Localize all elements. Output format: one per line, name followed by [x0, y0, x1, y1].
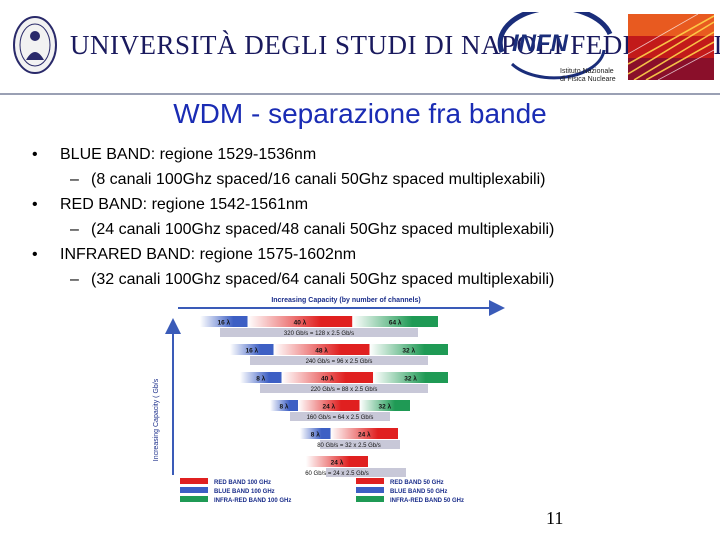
sub-bullet-item: – (8 canali 100Ghz spaced/16 canali 50Gh… — [30, 171, 710, 196]
band-segment-red — [298, 400, 360, 411]
band-segment-blue — [240, 372, 282, 383]
bullet-dot: • — [32, 246, 38, 263]
band-capacity-figure: Increasing Capacity (by number of channe… — [153, 297, 505, 504]
channel-count-label: 16 λ — [245, 347, 258, 355]
optical-fiber-photo — [628, 14, 714, 80]
legend-label: INFRA-RED BAND 100 GHz — [214, 498, 291, 504]
page-number: 11 — [546, 508, 564, 528]
university-name: UNIVERSITÀ DEGLI STUDI DI NAPOLI FEDERIC… — [70, 30, 720, 60]
capacity-caption: 160 Gb/s = 64 x 2.5 Gb/s — [307, 415, 374, 421]
capacity-caption-bar — [290, 412, 390, 421]
slide-title: WDM - separazione fra bande — [173, 98, 547, 129]
header-divider — [0, 93, 720, 95]
capacity-caption-bar — [260, 384, 428, 393]
capacity-caption: 60 Gb/s = 24 x 2.5 Gb/s — [305, 471, 369, 477]
channel-count-label: 64 λ — [389, 319, 402, 327]
band-segment-red — [306, 456, 368, 467]
legend-swatch-green — [180, 496, 208, 502]
channel-count-label: 40 λ — [321, 375, 334, 383]
channel-count-label: 16 λ — [217, 319, 230, 327]
channel-count-label: 40 λ — [294, 319, 307, 327]
band-segment-green — [369, 344, 448, 355]
sub-bullet-dash: – — [70, 221, 79, 238]
sub-bullet-text: (8 canali 100Ghz spaced/16 canali 50Ghz … — [91, 171, 546, 188]
channel-count-label: 24 λ — [358, 431, 371, 439]
band-segment-red — [247, 316, 353, 327]
bullet-item: • BLUE BAND: regione 1529-1536nm — [30, 146, 710, 171]
bullet-text: BLUE BAND: regione 1529-1536nm — [60, 146, 317, 163]
legend-label: RED BAND 100 GHz — [214, 480, 271, 486]
infn-subtitle-line: Istituto Nazionale — [560, 68, 614, 75]
sub-bullet-item: – (24 canali 100Ghz spaced/48 canali 50G… — [30, 221, 710, 246]
figure-side-title: Increasing Capacity ( Gb/s — [153, 378, 160, 461]
figure-top-title: Increasing Capacity (by number of channe… — [271, 297, 420, 304]
capacity-caption-bar — [250, 356, 428, 365]
sub-bullet-text: (32 canali 100Ghz spaced/64 canali 50Ghz… — [91, 271, 555, 288]
band-segment-blue — [230, 344, 274, 355]
band-segment-green — [359, 400, 410, 411]
channel-count-label: 24 λ — [322, 403, 335, 411]
capacity-caption: 220 Gb/s = 88 x 2.5 Gb/s — [311, 387, 378, 393]
channel-count-label: 8 λ — [311, 431, 320, 439]
channel-count-label: 48 λ — [315, 347, 328, 355]
bullet-list: • BLUE BAND: regione 1529-1536nm – (8 ca… — [30, 146, 710, 296]
legend-label: BLUE BAND 50 GHz — [390, 489, 447, 495]
legend-swatch-blue — [356, 487, 384, 493]
band-segment-green — [373, 372, 448, 383]
bullet-text: INFRARED BAND: regione 1575-1602nm — [60, 246, 357, 263]
band-segment-blue — [270, 400, 298, 411]
channel-count-label: 32 λ — [404, 375, 417, 383]
legend-swatch-red — [180, 478, 208, 484]
channel-count-label: 8 λ — [279, 403, 288, 411]
band-segment-blue — [300, 428, 331, 439]
channel-count-label: 24 λ — [331, 459, 344, 467]
legend-label: RED BAND 50 GHz — [390, 480, 444, 486]
channel-count-label: 32 λ — [402, 347, 415, 355]
sub-bullet-text: (24 canali 100Ghz spaced/48 canali 50Ghz… — [91, 221, 555, 238]
bullet-dot: • — [32, 146, 38, 163]
capacity-caption: 240 Gb/s = 96 x 2.5 Gb/s — [306, 359, 373, 365]
capacity-caption-bar — [320, 440, 400, 449]
channel-count-label: 32 λ — [378, 403, 391, 411]
sub-bullet-dash: – — [70, 271, 79, 288]
infn-subtitle: Istituto Nazionale di Fisica Nucleare — [560, 68, 616, 84]
channel-count-label: 8 λ — [256, 375, 265, 383]
capacity-caption-bar — [326, 468, 406, 477]
sub-bullet-dash: – — [70, 171, 79, 188]
bullet-dot: • — [32, 196, 38, 213]
legend-swatch-green — [356, 496, 384, 502]
slide-header: UNIVERSITÀ DEGLI STUDI DI NAPOLI FEDERIC… — [0, 0, 720, 95]
band-segment-green — [352, 316, 438, 327]
infn-logo-icon — [497, 12, 613, 80]
bullet-text: RED BAND: regione 1542-1561nm — [60, 196, 309, 213]
university-seal-icon — [13, 16, 57, 74]
band-segment-blue — [200, 316, 248, 327]
legend-label: INFRA-RED BAND 50 GHz — [390, 498, 464, 504]
sub-bullet-item: – (32 canali 100Ghz spaced/64 canali 50G… — [30, 271, 710, 296]
band-segment-red — [273, 344, 370, 355]
capacity-caption-bar — [220, 328, 418, 337]
legend-label: BLUE BAND 100 GHz — [214, 489, 275, 495]
bullet-item: • INFRARED BAND: regione 1575-1602nm — [30, 246, 710, 271]
infn-logo-text: INFN — [512, 30, 568, 57]
bullet-item: • RED BAND: regione 1542-1561nm — [30, 196, 710, 221]
band-segment-red — [281, 372, 374, 383]
capacity-caption: 320 Gb/s = 128 x 2.5 Gb/s — [284, 331, 354, 337]
band-segment-red — [330, 428, 398, 439]
capacity-caption: 80 Gb/s = 32 x 2.5 Gb/s — [317, 443, 381, 449]
legend-swatch-blue — [180, 487, 208, 493]
infn-subtitle-line: di Fisica Nucleare — [560, 76, 616, 83]
legend-swatch-red — [356, 478, 384, 484]
